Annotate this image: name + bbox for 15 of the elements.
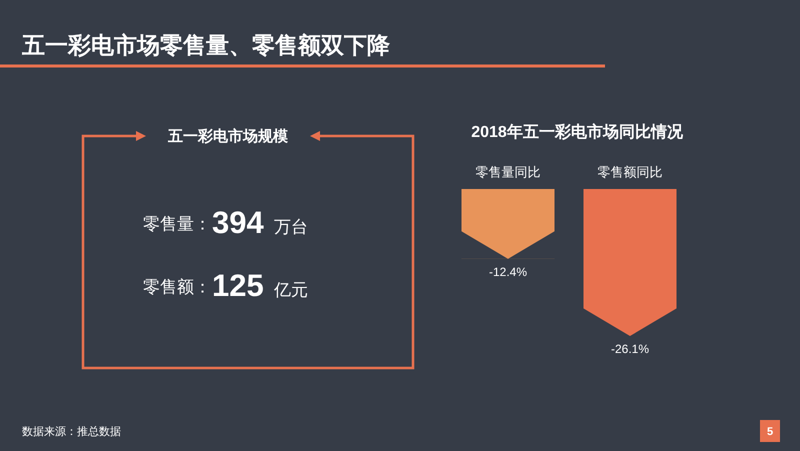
text: 394 [212, 205, 264, 240]
text: 125 [212, 268, 264, 304]
data-label: -26.1% [610, 342, 650, 356]
text: 万台 [274, 217, 308, 236]
text: 五一彩电市场零售量、零售额双下降 [21, 32, 391, 58]
x-tick-label: 零售额同比 [598, 164, 662, 180]
text: 零售额： [143, 277, 211, 296]
x-tick-label: 零售量同比 [476, 164, 540, 180]
text: 零售量： [143, 214, 211, 234]
text: 五一彩电市场规模 [167, 126, 289, 145]
text: 亿元 [273, 280, 308, 300]
data-label: -12.4% [488, 265, 528, 280]
chart-title: 2018年五一彩电市场同比情况 [471, 123, 684, 142]
source-note: 数据来源：推总数据 [22, 424, 121, 438]
text: 5 [766, 426, 774, 438]
